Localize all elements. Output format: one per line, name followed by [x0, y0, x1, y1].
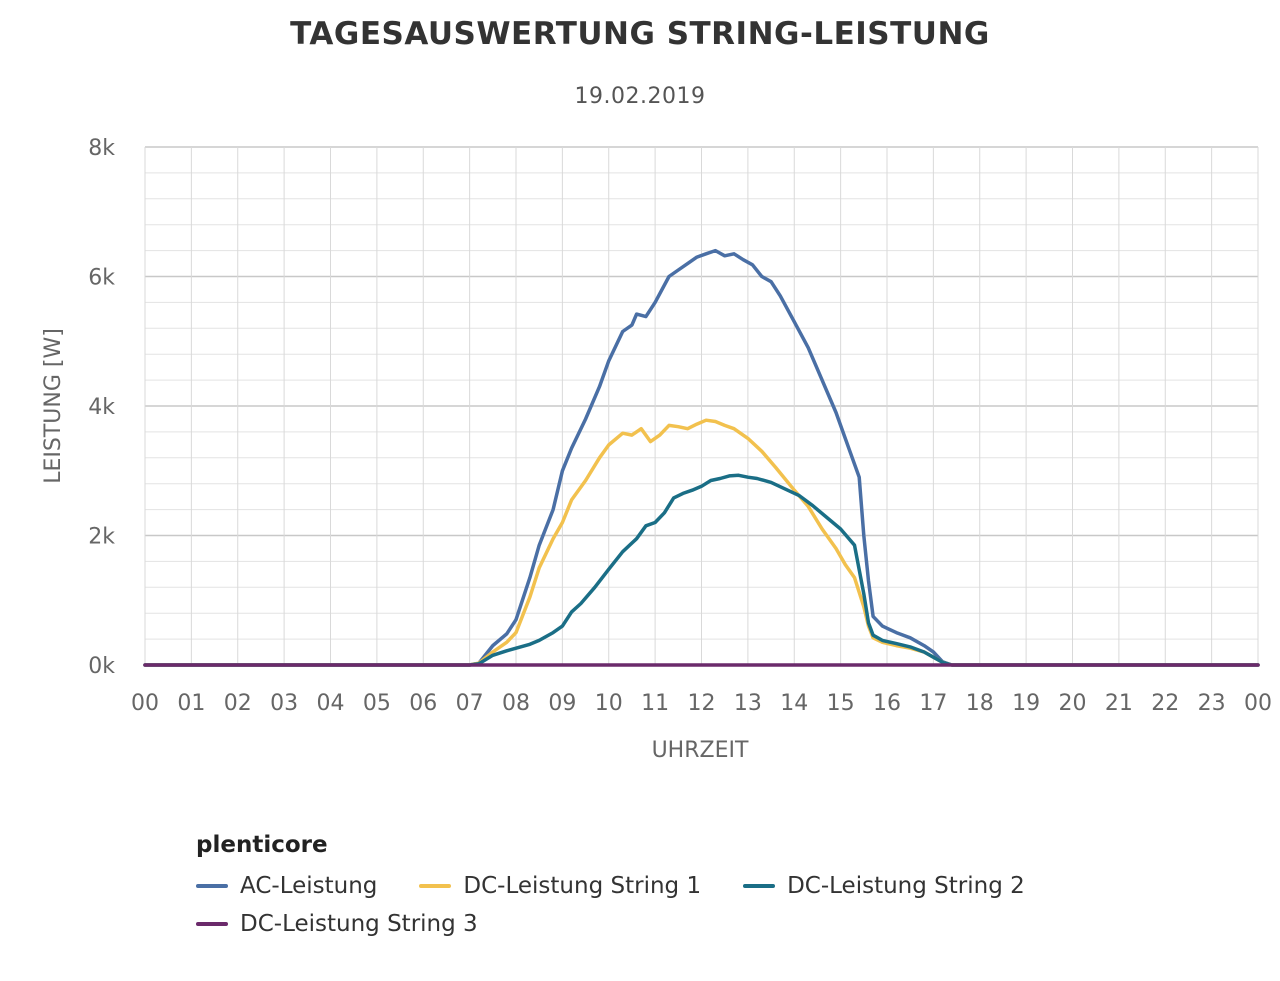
- x-tick-label: 21: [1105, 691, 1133, 716]
- y-tick-label: 0k: [88, 654, 115, 679]
- legend: plenticore AC-Leistung DC-Leistung String…: [196, 832, 1176, 938]
- legend-label: DC-Leistung String 1: [463, 873, 702, 899]
- line-chart: 0k 2k 4k 6k 8k 00 01 02 03 04 05 06 07 08 09 10 11 12 13 1…: [41, 136, 1272, 763]
- grid: [144, 146, 1259, 666]
- legend-label: DC-Leistung String 3: [240, 911, 478, 937]
- x-tick-label: 01: [177, 691, 205, 716]
- legend-item[interactable]: DC-Leistung String 3: [196, 910, 478, 938]
- legend-label: AC-Leistung: [240, 873, 378, 899]
- chart-title: TAGESAUSWERTUNG STRING-LEISTUNG: [290, 16, 990, 52]
- series-line-dc-leistung-string-1: [143, 418, 1260, 667]
- series-line-dc-leistung-string-2: [143, 473, 1260, 667]
- x-tick-label: 12: [688, 691, 716, 716]
- x-tick-label: 08: [502, 691, 530, 716]
- x-tick-label: 19: [1012, 691, 1040, 716]
- legend-item[interactable]: AC-Leistung: [196, 872, 377, 900]
- x-tick-label: 14: [780, 691, 808, 716]
- x-tick-label: 17: [919, 691, 947, 716]
- y-tick-label: 6k: [88, 266, 115, 291]
- x-tick-label: 13: [734, 691, 762, 716]
- x-axis-ticks: 00 01 02 03 04 05 06 07 08 09 10 11 12 13 14 15 16 17 18 19…: [131, 691, 1272, 716]
- x-tick-label: 00: [1244, 691, 1272, 716]
- y-tick-label: 2k: [88, 525, 115, 550]
- x-tick-label: 00: [131, 691, 159, 716]
- legend-label: DC-Leistung String 2: [787, 873, 1025, 899]
- legend-swatch: [419, 884, 452, 888]
- y-tick-label: 4k: [88, 395, 115, 420]
- x-tick-label: 04: [317, 691, 345, 716]
- legend-items: AC-Leistung DC-Leistung String 1 DC-Leistu…: [196, 872, 1156, 938]
- legend-item[interactable]: DC-Leistung String 1: [419, 872, 701, 900]
- x-tick-label: 06: [409, 691, 437, 716]
- x-tick-label: 09: [548, 691, 576, 716]
- legend-swatch: [743, 884, 776, 888]
- x-tick-label: 10: [595, 691, 623, 716]
- x-axis-title: UHRZEIT: [652, 738, 749, 763]
- legend-swatch: [196, 922, 228, 926]
- chart-subtitle: 19.02.2019: [574, 84, 706, 109]
- x-tick-label: 16: [873, 691, 901, 716]
- legend-title: plenticore: [196, 832, 328, 858]
- x-tick-label: 07: [456, 691, 484, 716]
- x-tick-label: 23: [1198, 691, 1226, 716]
- x-tick-label: 20: [1059, 691, 1087, 716]
- x-tick-label: 22: [1151, 691, 1179, 716]
- series-line-ac-leistung: [143, 248, 1260, 667]
- series-lines: [143, 248, 1260, 667]
- legend-swatch: [196, 884, 228, 888]
- x-tick-label: 03: [270, 691, 298, 716]
- x-tick-label: 11: [641, 691, 669, 716]
- x-tick-label: 05: [363, 691, 391, 716]
- y-tick-label: 8k: [88, 136, 115, 161]
- x-tick-label: 15: [827, 691, 855, 716]
- x-tick-label: 02: [224, 691, 252, 716]
- y-axis-ticks: 0k 2k 4k 6k 8k: [88, 136, 115, 679]
- legend-item[interactable]: DC-Leistung String 2: [743, 872, 1025, 900]
- x-tick-label: 18: [966, 691, 994, 716]
- y-axis-title: LEISTUNG [W]: [41, 328, 66, 484]
